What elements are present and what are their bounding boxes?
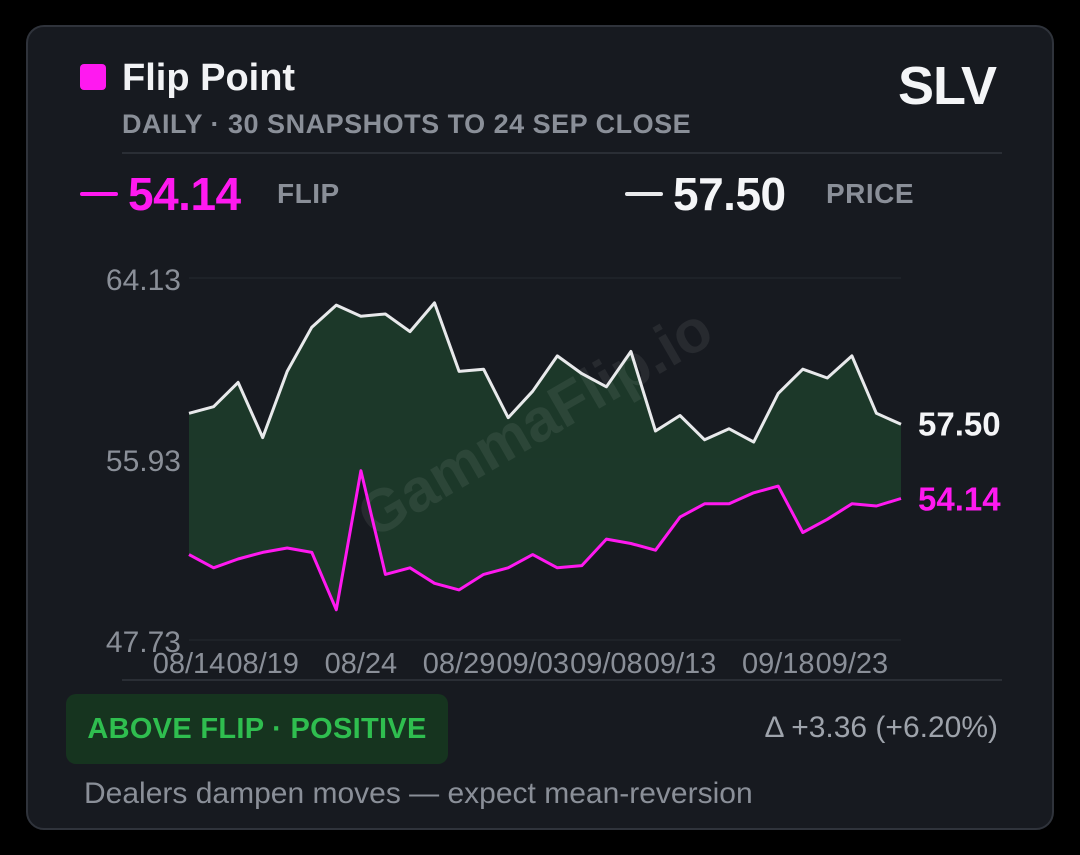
y-tick-label: 64.13 (106, 264, 181, 297)
flip-value: 54.14 (128, 168, 241, 220)
price-series-line (188, 301, 902, 444)
y-tick-label: 55.93 (106, 445, 181, 478)
delta-readout: Δ +3.36 (+6.20%) (764, 711, 998, 744)
flip-label: FLIP (277, 178, 340, 209)
x-tick-label: 09/08 (570, 648, 643, 680)
x-tick-label: 08/19 (226, 648, 299, 680)
x-tick-label: 08/29 (423, 648, 496, 680)
flip-color-swatch (80, 64, 106, 90)
x-tick-label: 08/14 (153, 648, 226, 680)
price-label: PRICE (826, 178, 915, 209)
flip-series-line (188, 469, 902, 612)
status-badge: ABOVE FLIP · POSITIVE (66, 694, 448, 764)
gap-fill-area (189, 302, 901, 610)
series-end-labels: 57.50 54.14 (918, 405, 1001, 517)
card-subtitle: DAILY · 30 SNAPSHOTS TO 24 SEP CLOSE (122, 109, 692, 139)
price-value: 57.50 (673, 168, 786, 220)
x-tick-label: 08/24 (325, 648, 398, 680)
card-title: Flip Point (122, 57, 296, 99)
status-note: Dealers dampen moves — expect mean-rever… (84, 777, 753, 810)
x-axis-ticks: 08/14 08/19 08/24 08/29 09/03 09/08 09/13 09/18… (153, 648, 888, 680)
chart-divider (122, 679, 1002, 681)
x-tick-label: 09/18 (742, 648, 815, 680)
x-tick-label: 09/13 (644, 648, 717, 680)
price-end-label: 57.50 (918, 405, 1001, 442)
flip-legend-dash (80, 192, 118, 196)
price-legend-dash (625, 192, 663, 196)
x-tick-label: 09/23 (816, 648, 889, 680)
header-divider (122, 152, 1002, 154)
ticker-symbol: SLV (897, 56, 997, 116)
y-tick-label: 47.73 (106, 626, 181, 659)
y-axis-ticks: 64.13 55.93 47.73 (106, 264, 181, 659)
flip-end-label: 54.14 (918, 481, 1001, 518)
x-tick-label: 09/03 (496, 648, 569, 680)
